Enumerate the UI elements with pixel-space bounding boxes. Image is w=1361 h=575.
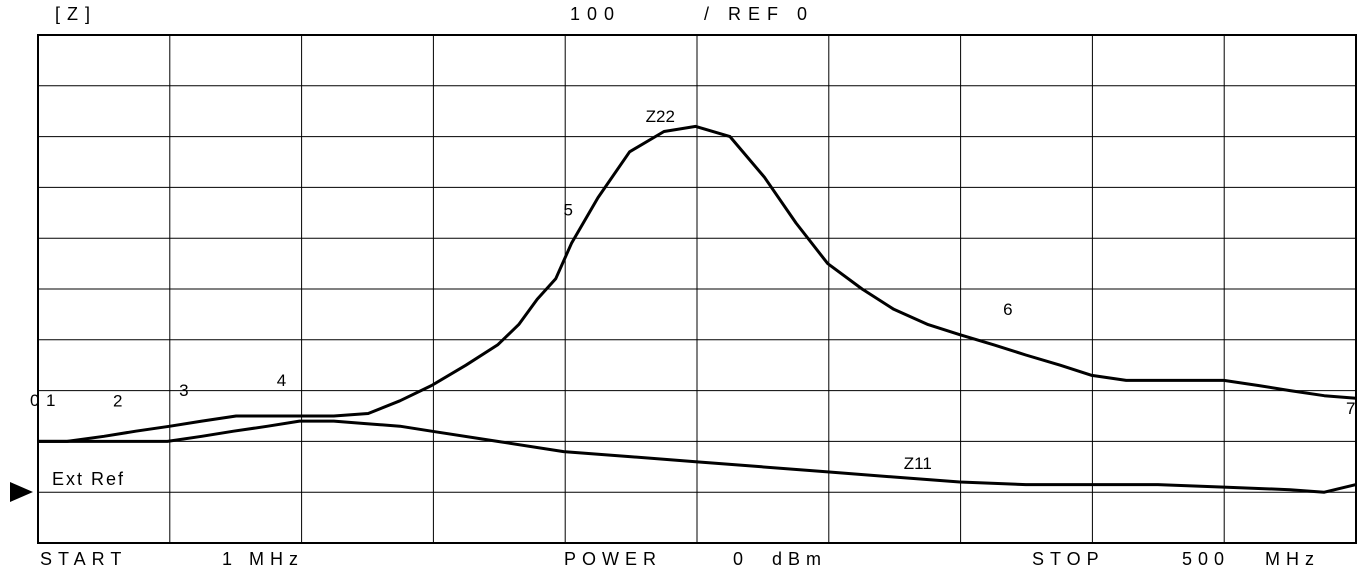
marker-label-4: 4 (277, 371, 286, 390)
parameter-label: [Z] (55, 4, 97, 24)
triangle-right-icon (10, 482, 33, 502)
plot-frame (37, 34, 1357, 544)
marker-label-stray: 0 (30, 391, 39, 410)
marker-label-7: 7 (1346, 399, 1355, 418)
scale-per-division: 100 (570, 4, 622, 24)
start-label: START (40, 549, 128, 569)
trace-z11 (38, 419, 1357, 494)
start-value: 1 MHz (222, 549, 305, 569)
marker-label-1: 1 (46, 391, 55, 410)
power-value: 0 dBm (733, 549, 828, 569)
ref-label: Ext Ref (52, 469, 125, 489)
traces (38, 124, 1357, 494)
trace-plot: 1 2 3 4 5 6 7 0 Z22 Z11 Ext Ref (10, 34, 1357, 544)
marker-label-3: 3 (179, 381, 188, 400)
marker-label-2: 2 (113, 391, 122, 410)
plot-grid (38, 35, 1356, 543)
reference-value: / REF 0 (704, 4, 815, 24)
marker-label-5: 5 (564, 200, 573, 219)
marker-label-6: 6 (1003, 300, 1012, 319)
stop-value: 500 MHz (1182, 549, 1321, 569)
power-label: POWER (564, 549, 663, 569)
stop-label: STOP (1032, 549, 1105, 569)
trace-label-z22: Z22 (646, 107, 675, 126)
trace-z22 (38, 124, 1357, 443)
marker-labels: 1 2 3 4 5 6 7 0 Z22 Z11 (30, 107, 1355, 473)
trace-label-z11: Z11 (904, 454, 932, 473)
